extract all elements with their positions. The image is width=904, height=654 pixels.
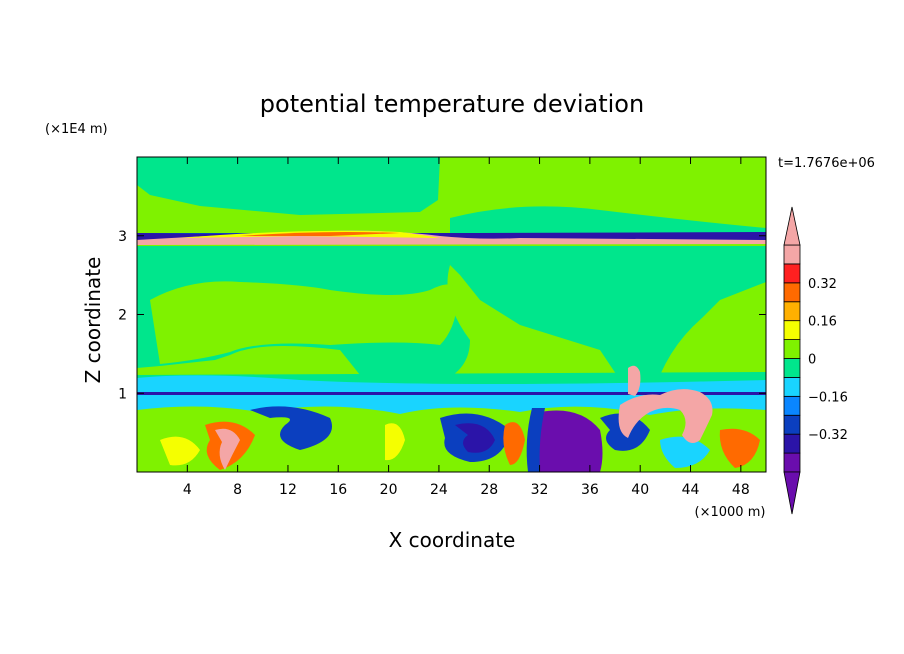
bl-yellow-cell-2	[385, 423, 405, 461]
chart-title: potential temperature deviation	[260, 90, 644, 118]
upper-left-cool-region	[137, 157, 440, 215]
colorbar-swatch	[783, 414, 801, 435]
x-tick-label: 8	[233, 482, 242, 498]
colorbar-swatch	[783, 377, 801, 397]
x-axis-title: X coordinate	[389, 528, 516, 552]
y-tick-label: 1	[118, 386, 127, 402]
bl-cyan-swirls	[137, 395, 766, 415]
bl-purple-plume	[537, 410, 603, 472]
bl-blue-swirl-1	[250, 406, 332, 450]
colorbar-swatch	[783, 244, 801, 265]
colorbar-swatch	[783, 339, 801, 359]
x-tick-label: 48	[732, 482, 750, 498]
colorbar-label: −0.16	[808, 390, 848, 405]
y-axis-title: Z coordinate	[81, 257, 105, 384]
x-axis: 4 8 12 16 20 24 28 32 36 40 44 48	[183, 157, 750, 498]
x-tick-label: 4	[183, 482, 192, 498]
x-tick-label: 28	[480, 482, 498, 498]
bl-purple-swirl-2	[455, 423, 495, 453]
y-axis: 1 2 3	[118, 229, 766, 402]
upper-orange-streak	[240, 232, 400, 236]
x-tick-label: 44	[682, 482, 700, 498]
colorbar-upper-extend	[783, 206, 801, 246]
x-tick-label: 20	[380, 482, 398, 498]
y-unit-label: (×1E4 m)	[45, 122, 108, 137]
colorbar-label: 0.32	[808, 277, 837, 292]
x-tick-label: 32	[531, 482, 549, 498]
y-tick-label: 3	[118, 229, 127, 245]
x-tick-label: 12	[279, 482, 297, 498]
colorbar-swatch	[783, 395, 801, 416]
colorbar-swatch	[783, 282, 801, 303]
x-tick-label: 16	[329, 482, 347, 498]
colorbar-swatch	[783, 263, 801, 284]
warm-plume	[618, 389, 713, 444]
upper-right-cool-region	[450, 206, 766, 236]
left-shoulder-region	[150, 281, 459, 364]
colorbar-swatch	[783, 452, 801, 473]
colorbar-swatch	[783, 433, 801, 454]
x-tick-label: 36	[581, 482, 599, 498]
colorbar: 0.32 0.16 0 −0.16 −0.32	[783, 206, 848, 515]
time-label: t=1.7676e+06	[778, 156, 875, 171]
colorbar-swatch	[783, 320, 801, 340]
plot-area	[137, 157, 766, 472]
x-tick-label: 40	[631, 482, 649, 498]
colorbar-label: 0	[808, 353, 816, 368]
right-shoulder-region	[660, 290, 766, 385]
colorbar-swatch	[783, 301, 801, 322]
near-surface-cyan-band	[137, 375, 766, 394]
x-unit-label: (×1000 m)	[695, 505, 766, 520]
bl-cyan-cell-4	[660, 436, 710, 468]
colorbar-label: −0.32	[808, 428, 848, 443]
colorbar-lower-extend	[783, 471, 801, 515]
bl-orange-cell-3	[719, 428, 760, 468]
bl-yellow-cell-1	[160, 436, 200, 466]
x-tick-label: 24	[430, 482, 448, 498]
colorbar-swatch	[783, 358, 801, 378]
boundary-top-line	[137, 392, 766, 395]
bl-orange-cell-2	[503, 422, 525, 465]
bl-pink-cell-1	[215, 428, 240, 470]
warm-plume-stem	[628, 365, 641, 396]
bl-blue-plume-edge	[526, 408, 545, 472]
y-tick-label: 2	[118, 308, 127, 324]
colorbar-label: 0.16	[808, 315, 837, 330]
